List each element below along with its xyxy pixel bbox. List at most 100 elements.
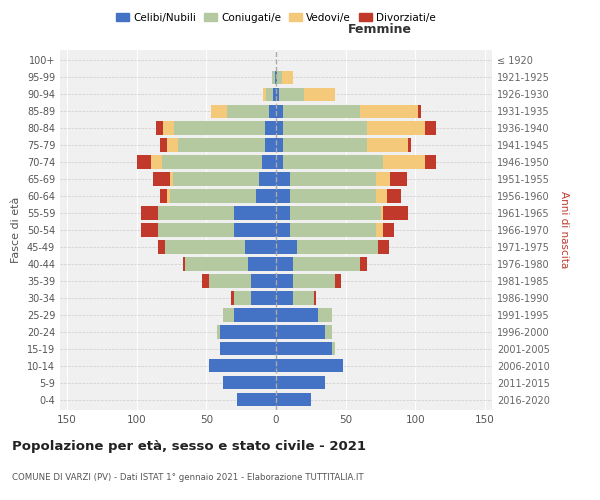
Bar [276, 292, 314, 304]
Bar [276, 292, 316, 304]
Bar [151, 156, 276, 168]
Bar [276, 104, 421, 118]
Bar [174, 122, 276, 134]
Bar [263, 88, 276, 101]
Bar [223, 376, 276, 390]
Bar [276, 224, 383, 236]
Bar [185, 258, 276, 270]
Bar [276, 172, 407, 186]
Y-axis label: Fasce di età: Fasce di età [11, 197, 21, 263]
Bar [234, 292, 276, 304]
Bar [220, 342, 276, 355]
Bar [251, 292, 276, 304]
Bar [276, 342, 332, 355]
Bar [276, 70, 277, 84]
Bar [276, 240, 378, 254]
Bar [256, 190, 276, 202]
Bar [276, 308, 318, 322]
Bar [223, 376, 276, 390]
Text: Popolazione per età, sesso e stato civile - 2021: Popolazione per età, sesso e stato civil… [12, 440, 366, 453]
Bar [220, 342, 276, 355]
Bar [276, 376, 325, 390]
Bar [156, 122, 276, 134]
Bar [273, 88, 276, 101]
Bar [276, 274, 341, 287]
Bar [276, 393, 311, 406]
Bar [167, 138, 276, 151]
Bar [237, 393, 276, 406]
Bar [276, 308, 332, 322]
Bar [276, 88, 304, 101]
Bar [220, 326, 276, 338]
Bar [276, 359, 343, 372]
Bar [276, 393, 311, 406]
Text: Femmine: Femmine [347, 22, 412, 36]
Bar [276, 156, 383, 168]
Bar [276, 359, 343, 372]
Bar [158, 240, 276, 254]
Bar [276, 376, 325, 390]
Bar [272, 70, 276, 84]
Y-axis label: Anni di nascita: Anni di nascita [559, 192, 569, 268]
Bar [234, 224, 276, 236]
Bar [276, 156, 425, 168]
Bar [276, 224, 394, 236]
Bar [276, 138, 409, 151]
Bar [209, 359, 276, 372]
Bar [234, 206, 276, 220]
Bar [276, 326, 332, 338]
Bar [185, 258, 276, 270]
Bar [220, 342, 276, 355]
Bar [276, 190, 290, 202]
Bar [217, 326, 276, 338]
Bar [164, 240, 276, 254]
Bar [158, 224, 276, 236]
Bar [137, 156, 276, 168]
Bar [259, 172, 276, 186]
Bar [276, 104, 418, 118]
Bar [276, 342, 335, 355]
Bar [276, 190, 376, 202]
Bar [211, 104, 276, 118]
Bar [276, 258, 359, 270]
Bar [223, 376, 276, 390]
Bar [276, 70, 281, 84]
Bar [262, 156, 276, 168]
Bar [265, 138, 276, 151]
Bar [217, 326, 276, 338]
Bar [276, 258, 293, 270]
Bar [217, 326, 276, 338]
Bar [160, 190, 276, 202]
Bar [276, 206, 380, 220]
Bar [220, 342, 276, 355]
Bar [276, 156, 283, 168]
Bar [276, 206, 290, 220]
Legend: Celibi/Nubili, Coniugati/e, Vedovi/e, Divorziati/e: Celibi/Nubili, Coniugati/e, Vedovi/e, Di… [112, 8, 440, 26]
Bar [276, 122, 425, 134]
Bar [276, 104, 359, 118]
Bar [209, 274, 276, 287]
Bar [209, 274, 276, 287]
Bar [209, 359, 276, 372]
Bar [163, 122, 276, 134]
Bar [158, 206, 276, 220]
Bar [276, 172, 390, 186]
Bar [276, 88, 335, 101]
Bar [276, 240, 389, 254]
Bar [237, 393, 276, 406]
Bar [276, 138, 411, 151]
Bar [158, 206, 276, 220]
Bar [237, 393, 276, 406]
Bar [276, 240, 378, 254]
Bar [170, 190, 276, 202]
Bar [276, 172, 376, 186]
Bar [223, 376, 276, 390]
Bar [276, 70, 293, 84]
Bar [276, 393, 311, 406]
Bar [227, 104, 276, 118]
Bar [276, 104, 283, 118]
Bar [162, 156, 276, 168]
Bar [173, 172, 276, 186]
Bar [276, 359, 343, 372]
Bar [182, 258, 276, 270]
